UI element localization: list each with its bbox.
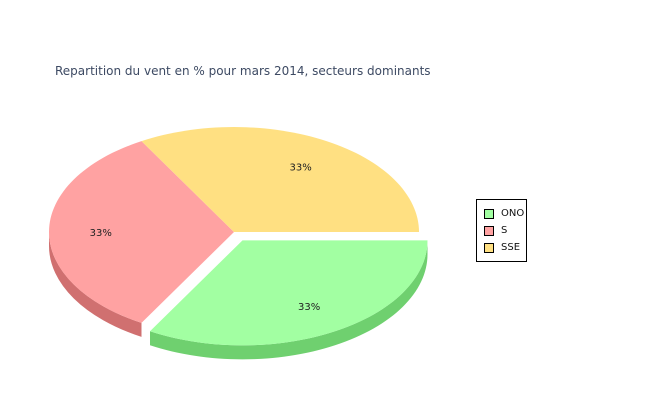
- legend-item-ono: ONO: [477, 205, 526, 222]
- legend-swatch-sse: [484, 242, 494, 253]
- legend-label-ono: ONO: [501, 208, 525, 219]
- pie-slice-label-s: 33%: [90, 228, 112, 239]
- pie-side-s: [49, 232, 142, 337]
- pie-slice-s: [49, 141, 234, 323]
- legend-label-sse: SSE: [501, 242, 521, 253]
- pie-slice-labels: 33% 33% 33%: [90, 163, 321, 313]
- legend-item-sse: SSE: [477, 239, 526, 256]
- chart-legend: ONO S SSE: [476, 199, 527, 262]
- pie-side-ono: [150, 240, 428, 360]
- pie-slices: [49, 127, 428, 346]
- pie-slice-sse: [141, 127, 419, 232]
- pie-3d-sides: [49, 232, 428, 360]
- legend-label-s: S: [501, 225, 508, 236]
- pie-slice-label-ono: 33%: [298, 302, 320, 313]
- legend-swatch-s: [484, 225, 494, 236]
- legend-swatch-ono: [484, 208, 494, 219]
- chart-title: Repartition du vent en % pour mars 2014,…: [55, 64, 431, 78]
- legend-item-s: S: [477, 222, 526, 239]
- pie-slice-ono: [150, 240, 428, 346]
- pie-slice-label-sse: 33%: [289, 163, 311, 174]
